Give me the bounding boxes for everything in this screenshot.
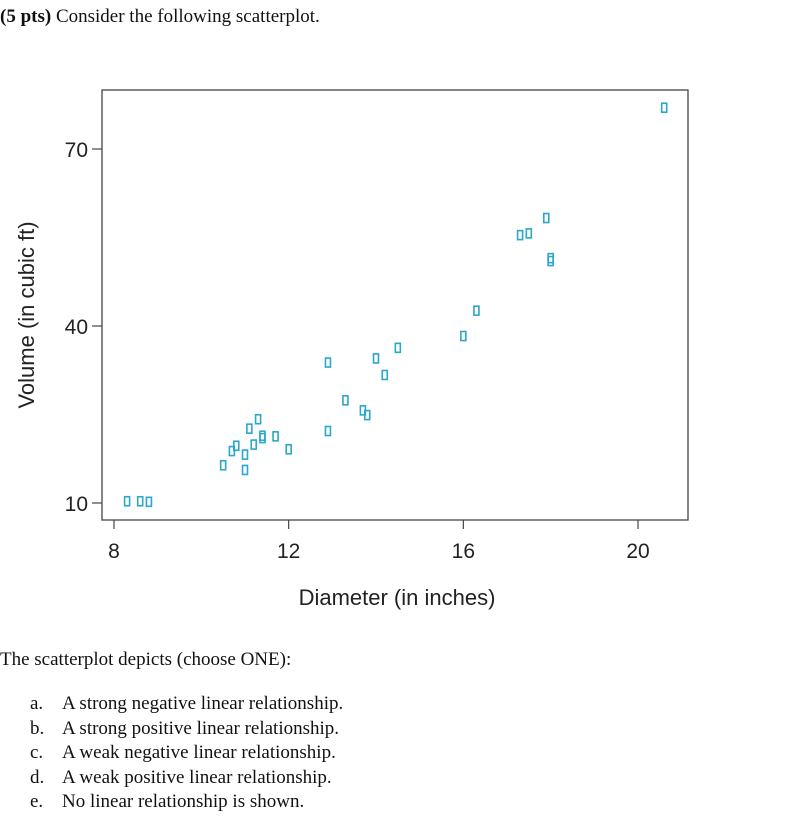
data-point <box>324 425 332 437</box>
data-point <box>324 357 332 368</box>
x-axis-label: Diameter (in inches) <box>299 585 496 610</box>
question-text: Consider the following scatterplot. <box>55 6 320 27</box>
y-axis-label: Volume (in cubic ft) <box>14 221 39 408</box>
data-point <box>372 353 380 364</box>
option-text: No linear relationship is shown. <box>62 791 305 812</box>
y-tick-label: 10 <box>65 493 88 516</box>
x-tick-label: 20 <box>626 540 649 563</box>
option-text: A strong positive linear relationship. <box>62 717 340 739</box>
x-tick-label: 16 <box>452 540 475 563</box>
data-point <box>219 459 227 471</box>
data-point <box>363 409 371 421</box>
data-point <box>145 496 153 508</box>
option-letter: d. <box>30 766 45 788</box>
data-point <box>542 212 550 224</box>
data-point <box>660 102 668 113</box>
y-tick-label: 70 <box>65 139 88 162</box>
axis-ticks: 8 12 16 20 10 40 70 <box>65 139 650 563</box>
option-letter: c. <box>30 742 44 763</box>
data-point <box>460 330 467 342</box>
option-item[interactable]: e. No linear relationship is shown. <box>30 790 343 815</box>
points-label: (5 pts) <box>0 6 52 27</box>
data-point <box>259 430 266 442</box>
data-point <box>473 305 480 316</box>
data-point <box>228 445 236 457</box>
data-points <box>123 102 668 508</box>
x-tick-label: 8 <box>108 540 120 563</box>
option-letter: a. <box>30 693 44 714</box>
data-point <box>342 395 349 406</box>
data-point <box>272 431 279 442</box>
data-point <box>232 440 240 452</box>
y-tick-label: 40 <box>65 316 88 339</box>
data-point <box>285 444 292 455</box>
option-letter: b. <box>30 717 45 739</box>
data-point <box>547 255 554 267</box>
data-point <box>241 449 249 460</box>
data-point <box>241 464 249 476</box>
question-header: (5 pts) Consider the following scatterpl… <box>0 6 320 28</box>
data-point <box>394 342 402 354</box>
data-point <box>525 228 533 239</box>
data-point <box>246 423 253 434</box>
data-point <box>250 439 258 450</box>
plot-frame <box>101 89 689 521</box>
option-item[interactable]: a. A strong negative linear relationship. <box>30 692 343 717</box>
option-item[interactable]: c. A weak negative linear relationship. <box>30 741 343 766</box>
answer-options: a. A strong negative linear relationship.… <box>30 692 343 815</box>
option-item[interactable]: d. A weak positive linear relationship. <box>30 766 343 791</box>
prompt-text: The scatterplot depicts (choose ONE): <box>0 649 292 670</box>
data-point <box>254 413 262 425</box>
option-text: A weak negative linear relationship. <box>62 742 336 763</box>
scatterplot: 8 12 16 20 10 40 70 Diameter (in inches) Volum… <box>14 89 689 610</box>
option-item[interactable]: b. A strong positive linear relationship. <box>30 717 343 742</box>
data-point <box>516 229 524 241</box>
option-text: A strong negative linear relationship. <box>62 693 344 714</box>
option-letter: e. <box>30 791 44 812</box>
data-point <box>123 495 131 507</box>
option-text: A weak positive linear relationship. <box>62 766 332 788</box>
x-tick-label: 12 <box>277 540 300 563</box>
data-point <box>136 495 144 507</box>
data-point <box>381 369 389 381</box>
